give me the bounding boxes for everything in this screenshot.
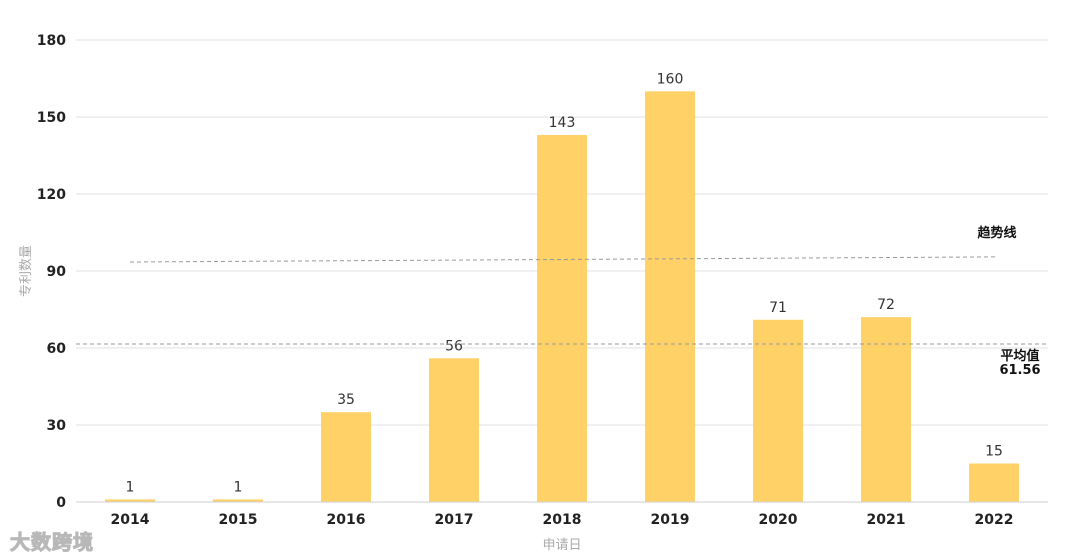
bar-value-label: 1 [126, 479, 135, 495]
x-tick-label: 2019 [651, 512, 690, 528]
trend-line-label: 趋势线 [977, 225, 1016, 241]
bar-data-labels: 1 1 35 56 143 160 71 72 15 [126, 71, 1003, 495]
x-tick-label: 2016 [327, 512, 366, 528]
x-tick-label: 2017 [435, 512, 474, 528]
bars [105, 91, 1019, 502]
x-axis-ticks: 2014 2015 2016 2017 2018 2019 2020 2021 2022 [111, 512, 1014, 528]
y-tick-label: 90 [47, 264, 67, 280]
bar [969, 463, 1019, 502]
bar [753, 319, 803, 502]
bar [645, 91, 695, 502]
x-tick-label: 2021 [867, 512, 906, 528]
y-tick-label: 60 [47, 341, 67, 357]
bar-value-label: 160 [657, 71, 684, 87]
bar [321, 412, 371, 502]
y-axis-ticks: 0 30 60 90 120 150 180 [37, 33, 66, 511]
x-tick-label: 2014 [111, 512, 150, 528]
bar [213, 499, 263, 502]
bar-value-label: 1 [234, 479, 243, 495]
watermark-logo: 大数跨境 [10, 530, 94, 555]
x-tick-label: 2022 [975, 512, 1014, 528]
bar [861, 317, 911, 502]
y-axis-title: 专利数量 [19, 245, 34, 297]
y-tick-label: 0 [56, 495, 66, 511]
bar-value-label: 15 [985, 444, 1003, 460]
x-tick-label: 2015 [219, 512, 258, 528]
y-tick-label: 30 [47, 418, 67, 434]
x-tick-label: 2020 [759, 512, 798, 528]
bar-value-label: 71 [769, 300, 787, 316]
y-tick-label: 150 [37, 110, 66, 126]
bar-value-label: 56 [445, 338, 463, 354]
bar-value-label: 72 [877, 297, 895, 313]
average-line-value: 61.56 [999, 363, 1040, 378]
y-tick-label: 180 [37, 33, 66, 49]
bar [105, 499, 155, 502]
bar [429, 358, 479, 502]
bar-value-label: 35 [337, 392, 355, 408]
x-tick-label: 2018 [543, 512, 582, 528]
y-tick-label: 120 [37, 187, 66, 203]
x-axis-title: 申请日 [542, 538, 581, 553]
bar [537, 134, 587, 502]
average-line-label: 平均值 [1000, 348, 1039, 364]
bar-value-label: 143 [549, 115, 576, 131]
